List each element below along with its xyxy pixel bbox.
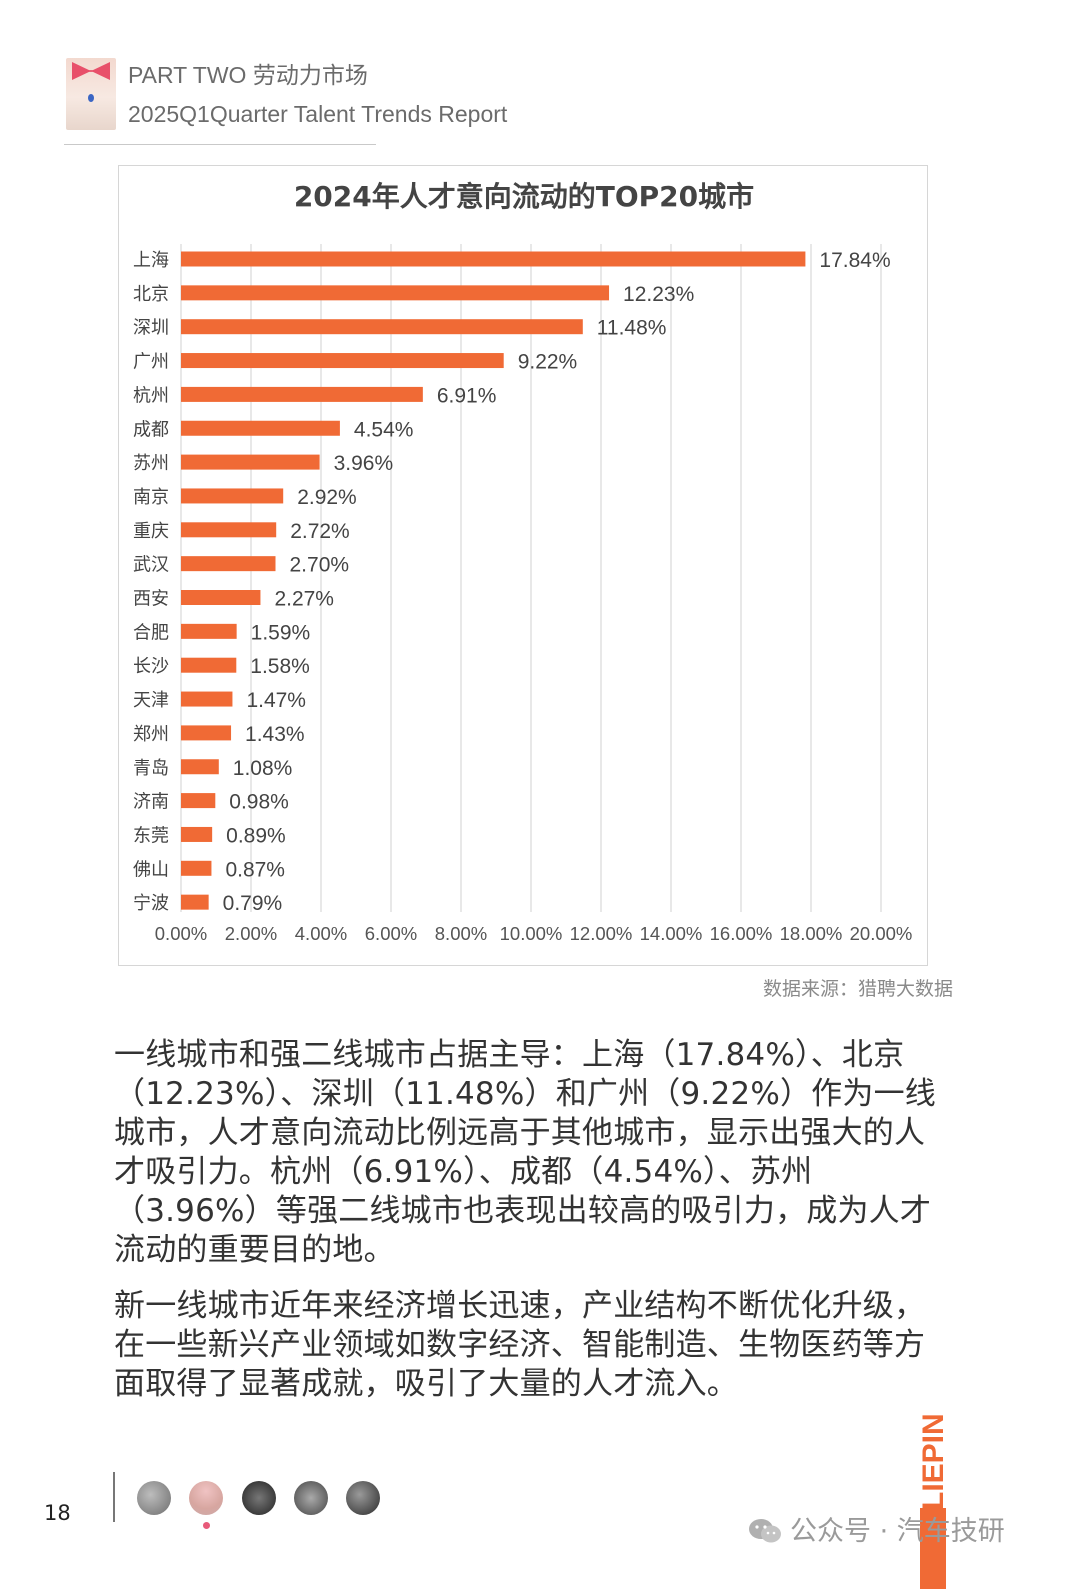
bar — [181, 251, 806, 267]
x-tick-label: 18.00% — [780, 923, 843, 944]
x-tick-label: 8.00% — [435, 923, 487, 944]
pin-graphic — [88, 94, 94, 102]
bar — [181, 454, 320, 470]
value-label: 3.96% — [334, 452, 394, 475]
x-tick-label: 10.00% — [500, 923, 563, 944]
category-label: 武汉 — [133, 555, 169, 576]
nav-thumbnail-3[interactable] — [242, 1481, 276, 1515]
value-label: 0.98% — [229, 791, 289, 814]
category-label: 东莞 — [133, 825, 169, 846]
bar — [181, 488, 284, 504]
x-tick-label: 14.00% — [640, 923, 703, 944]
bar-chart-panel: 2024年人才意向流动的TOP20城市 0.00% 2.00% 4.00% 6.00% 8… — [118, 165, 928, 966]
value-label: 12.23% — [623, 283, 694, 306]
value-label: 1.43% — [245, 723, 305, 746]
category-label: 郑州 — [133, 724, 169, 745]
value-label: 1.58% — [250, 655, 310, 678]
value-label: 1.08% — [233, 757, 293, 780]
category-label: 成都 — [133, 419, 169, 440]
category-label: 苏州 — [133, 453, 169, 474]
value-label: 0.89% — [226, 824, 286, 847]
header-thumbnail — [66, 58, 116, 130]
category-label: 上海 — [133, 250, 169, 271]
active-page-indicator — [203, 1522, 210, 1529]
page-number: 18 — [44, 1501, 71, 1525]
bar — [181, 894, 209, 910]
category-label: 重庆 — [133, 521, 169, 542]
x-tick-label: 2.00% — [225, 923, 277, 944]
wechat-watermark: 公众号 · 汽车技研 — [748, 1509, 1005, 1548]
bar — [181, 590, 261, 605]
value-label: 0.79% — [223, 892, 283, 915]
bar — [181, 725, 232, 741]
brand-accent-bar — [920, 1508, 946, 1589]
analysis-paragraph-2: 新一线城市近年来经济增长迅速，产业结构不断优化升级，在一些新兴产业领域如数字经济… — [114, 1288, 926, 1402]
bar — [181, 860, 212, 876]
value-label: 0.87% — [225, 858, 285, 881]
category-label: 济南 — [133, 792, 169, 813]
bar — [181, 420, 340, 436]
bar — [181, 285, 610, 301]
category-label: 青岛 — [133, 758, 169, 779]
header-section-title: PART TWO 劳动力市场 — [128, 62, 368, 88]
chart-title: 2024年人才意向流动的TOP20城市 — [294, 180, 754, 213]
bar — [181, 793, 216, 809]
nav-thumbnail-4[interactable] — [294, 1481, 328, 1515]
value-label: 6.91% — [437, 384, 497, 407]
bar — [181, 522, 277, 538]
wechat-icon — [749, 1519, 781, 1543]
bar — [181, 556, 276, 572]
value-label: 2.72% — [290, 520, 350, 543]
header-divider — [64, 144, 376, 145]
bar — [181, 759, 219, 775]
bar — [181, 623, 237, 639]
x-tick-label: 20.00% — [850, 923, 913, 944]
x-tick-label: 16.00% — [710, 923, 773, 944]
category-label: 杭州 — [133, 385, 169, 406]
nav-thumbnail-2[interactable] — [189, 1481, 223, 1515]
value-label: 17.84% — [819, 249, 890, 272]
bow-tie-graphic — [72, 62, 110, 80]
bar — [181, 353, 504, 369]
category-label: 广州 — [133, 352, 169, 373]
category-label: 西安 — [133, 589, 169, 610]
data-source-note: 数据来源：猎聘大数据 — [762, 978, 953, 1000]
value-label: 11.48% — [597, 317, 667, 340]
category-label: 深圳 — [133, 318, 169, 339]
x-tick-label: 0.00% — [155, 923, 207, 944]
analysis-paragraph-1: 一线城市和强二线城市占据主导：上海（17.84%）、北京（12.23%）、深圳（… — [114, 1037, 936, 1268]
x-tick-label: 6.00% — [365, 923, 417, 944]
category-label: 长沙 — [133, 656, 169, 677]
bar-chart: 2024年人才意向流动的TOP20城市 0.00% 2.00% 4.00% 6.00% 8… — [133, 180, 913, 944]
category-label: 合肥 — [133, 622, 169, 643]
footer-divider — [113, 1472, 115, 1522]
bar — [181, 386, 423, 402]
bar — [181, 826, 213, 842]
value-label: 2.70% — [290, 554, 350, 577]
x-tick-label: 4.00% — [295, 923, 347, 944]
nav-thumbnail-1[interactable] — [137, 1481, 171, 1515]
value-label: 2.27% — [274, 588, 334, 611]
category-label: 佛山 — [133, 859, 169, 880]
wechat-account-label: 公众号 · 汽车技研 — [790, 1516, 1005, 1547]
bar — [181, 319, 583, 335]
category-label: 宁波 — [133, 893, 169, 914]
liepin-logo-text: LIEPIN — [917, 1413, 947, 1510]
bar — [181, 691, 233, 707]
bar — [181, 657, 237, 673]
value-label: 1.47% — [246, 689, 306, 712]
category-label: 天津 — [133, 690, 169, 711]
value-label: 2.92% — [297, 486, 357, 509]
nav-thumbnail-5[interactable] — [346, 1481, 380, 1515]
x-tick-label: 12.00% — [570, 923, 633, 944]
liepin-logo: LIEPIN — [917, 1413, 947, 1510]
category-label: 南京 — [133, 487, 169, 508]
value-label: 4.54% — [354, 418, 414, 441]
header-report-title: 2025Q1Quarter Talent Trends Report — [128, 101, 508, 127]
category-label: 北京 — [133, 284, 169, 305]
value-label: 9.22% — [518, 351, 578, 374]
value-label: 1.59% — [251, 621, 311, 644]
